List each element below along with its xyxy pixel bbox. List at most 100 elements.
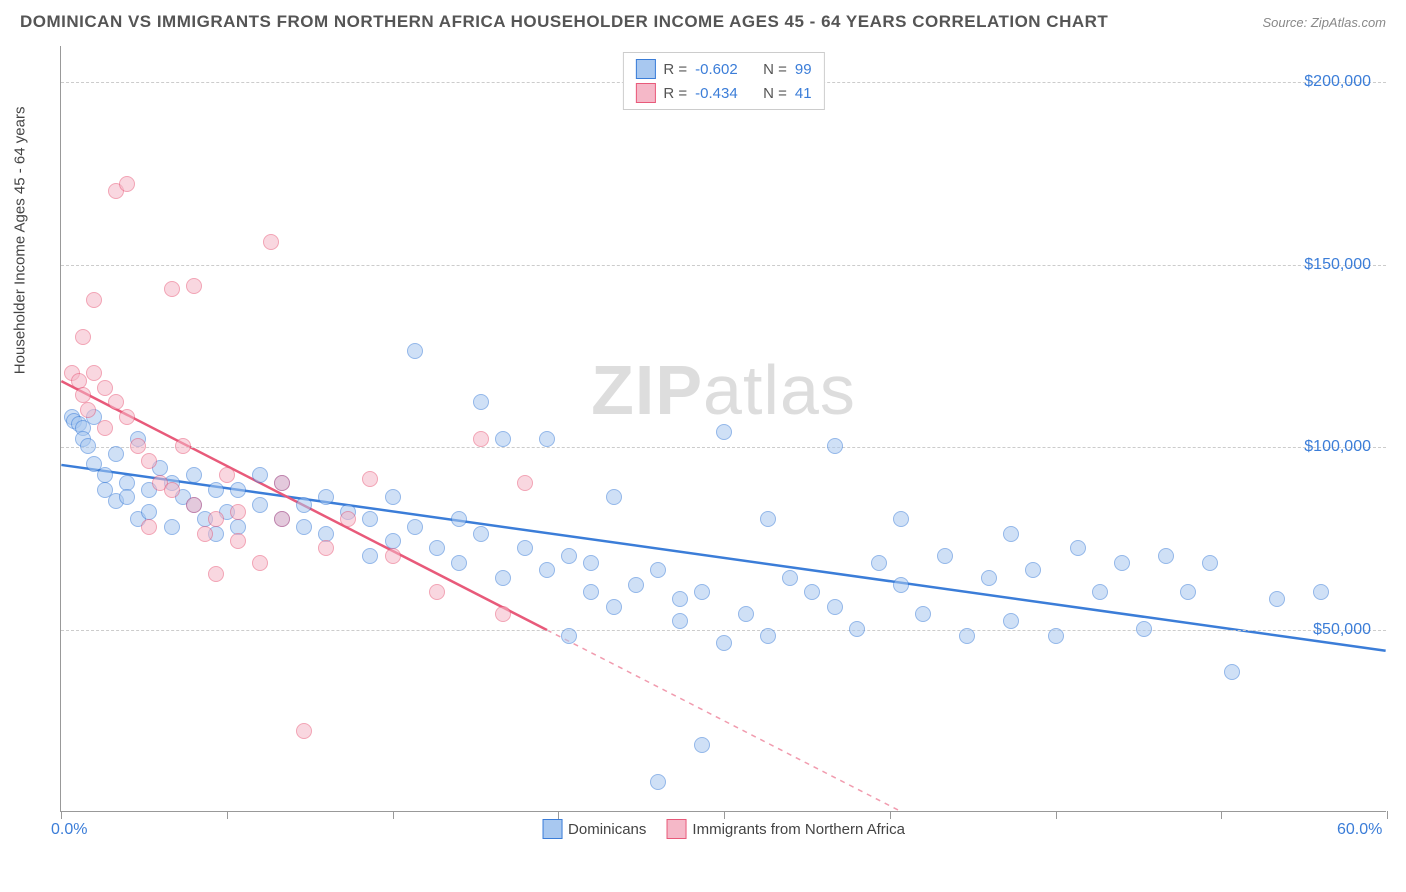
scatter-point: [296, 519, 312, 535]
scatter-point: [561, 628, 577, 644]
scatter-point: [208, 511, 224, 527]
x-tick: [1056, 811, 1057, 819]
scatter-point: [186, 467, 202, 483]
gridline-h: [61, 630, 1386, 631]
scatter-point: [274, 475, 290, 491]
scatter-point: [495, 431, 511, 447]
scatter-point: [1224, 664, 1240, 680]
scatter-point: [385, 489, 401, 505]
scatter-point: [694, 584, 710, 600]
scatter-point: [937, 548, 953, 564]
scatter-point: [804, 584, 820, 600]
legend-swatch: [542, 819, 562, 839]
scatter-point: [959, 628, 975, 644]
scatter-point: [130, 438, 146, 454]
source-label: Source: ZipAtlas.com: [1262, 15, 1386, 30]
gridline-h: [61, 447, 1386, 448]
scatter-point: [1180, 584, 1196, 600]
legend-series-item: Immigrants from Northern Africa: [666, 819, 905, 839]
scatter-point: [915, 606, 931, 622]
scatter-point: [539, 562, 555, 578]
scatter-point: [495, 570, 511, 586]
scatter-point: [473, 394, 489, 410]
scatter-point: [628, 577, 644, 593]
scatter-point: [263, 234, 279, 250]
x-tick: [1387, 811, 1388, 819]
scatter-point: [80, 402, 96, 418]
scatter-point: [119, 475, 135, 491]
r-value: -0.602: [695, 61, 755, 78]
scatter-point: [1003, 526, 1019, 542]
scatter-point: [451, 555, 467, 571]
scatter-point: [141, 504, 157, 520]
scatter-point: [296, 723, 312, 739]
scatter-point: [1025, 562, 1041, 578]
title-bar: DOMINICAN VS IMMIGRANTS FROM NORTHERN AF…: [0, 0, 1406, 44]
scatter-point: [738, 606, 754, 622]
chart-plot-area: ZIPatlas R =-0.602N =99R =-0.434N =41 Do…: [60, 46, 1386, 812]
scatter-point: [318, 489, 334, 505]
scatter-point: [1114, 555, 1130, 571]
scatter-point: [362, 548, 378, 564]
scatter-point: [827, 438, 843, 454]
scatter-point: [252, 467, 268, 483]
scatter-point: [296, 497, 312, 513]
scatter-point: [164, 519, 180, 535]
scatter-point: [849, 621, 865, 637]
scatter-point: [893, 577, 909, 593]
scatter-point: [80, 438, 96, 454]
scatter-point: [119, 409, 135, 425]
x-tick: [393, 811, 394, 819]
scatter-point: [119, 176, 135, 192]
x-tick: [61, 811, 62, 819]
scatter-point: [274, 511, 290, 527]
scatter-point: [1003, 613, 1019, 629]
y-tick-label: $100,000: [1304, 438, 1371, 456]
scatter-point: [1092, 584, 1108, 600]
scatter-point: [97, 467, 113, 483]
x-tick: [227, 811, 228, 819]
scatter-point: [672, 591, 688, 607]
scatter-point: [75, 387, 91, 403]
scatter-point: [175, 438, 191, 454]
scatter-point: [495, 606, 511, 622]
legend-series: DominicansImmigrants from Northern Afric…: [542, 819, 905, 839]
scatter-point: [583, 584, 599, 600]
scatter-point: [318, 526, 334, 542]
scatter-point: [230, 533, 246, 549]
scatter-point: [252, 555, 268, 571]
scatter-point: [219, 467, 235, 483]
r-label: R =: [663, 85, 687, 102]
scatter-point: [716, 424, 732, 440]
scatter-point: [473, 526, 489, 542]
x-tick: [890, 811, 891, 819]
scatter-point: [119, 489, 135, 505]
n-value: 99: [795, 61, 812, 78]
scatter-point: [650, 562, 666, 578]
legend-swatch: [635, 83, 655, 103]
scatter-point: [716, 635, 732, 651]
legend-correlation: R =-0.602N =99 R = -0.434 N = 41: [622, 52, 824, 110]
n-value: 41: [795, 85, 812, 102]
scatter-point: [517, 475, 533, 491]
y-axis-title: Householder Income Ages 45 - 64 years: [12, 107, 29, 375]
r-value: -0.434: [695, 85, 755, 102]
scatter-point: [760, 628, 776, 644]
scatter-point: [71, 373, 87, 389]
x-tick: [1221, 811, 1222, 819]
scatter-point: [385, 548, 401, 564]
x-tick-label: 0.0%: [51, 821, 87, 839]
scatter-point: [230, 482, 246, 498]
scatter-point: [1269, 591, 1285, 607]
legend-correlation-row: R = -0.434 N = 41: [635, 81, 811, 105]
scatter-point: [1136, 621, 1152, 637]
scatter-point: [97, 380, 113, 396]
trend-line-dashed: [547, 630, 900, 811]
legend-correlation-row: R =-0.602N =99: [635, 57, 811, 81]
scatter-point: [606, 599, 622, 615]
scatter-point: [827, 599, 843, 615]
scatter-point: [75, 329, 91, 345]
scatter-point: [429, 584, 445, 600]
scatter-point: [86, 365, 102, 381]
n-label: N =: [763, 85, 787, 102]
